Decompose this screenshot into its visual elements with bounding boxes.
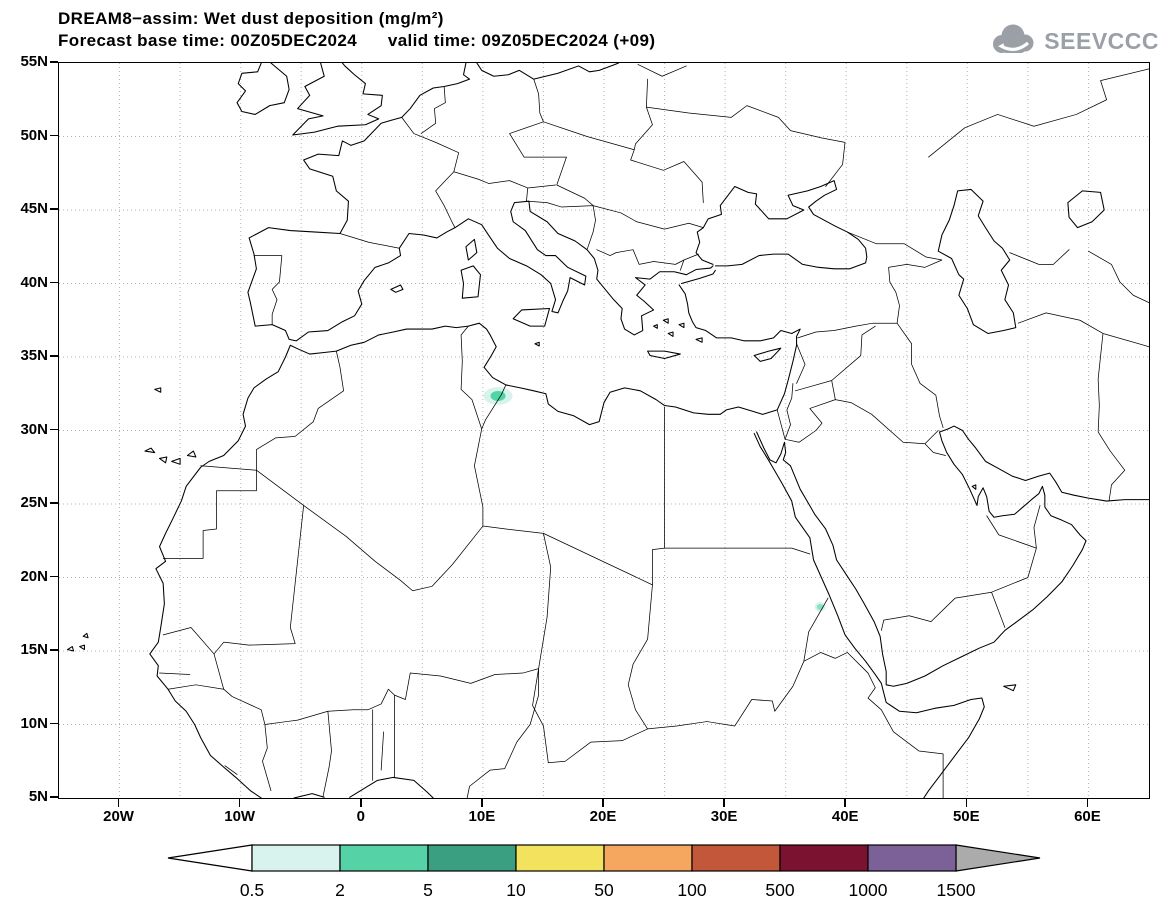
colorbar-segment <box>428 845 516 871</box>
colorbar-segment <box>516 845 604 871</box>
colorbar-tick-label: 50 <box>594 880 614 900</box>
lon-tick-label: 10W <box>210 808 270 826</box>
lat-tick <box>50 576 58 578</box>
coast-caspian-sea <box>938 189 1016 333</box>
lat-tick <box>50 429 58 431</box>
lat-tick <box>50 61 58 63</box>
lat-tick <box>50 723 58 725</box>
coast-islands <box>391 239 781 361</box>
lat-tick-label: 15N <box>4 641 48 659</box>
colorbar-over-arrow <box>956 845 1040 871</box>
dust-forecast-page: DREAM8−assim: Wet dust deposition (mg/m²… <box>0 0 1165 907</box>
colorbar-tick-label: 500 <box>765 880 794 900</box>
lat-tick <box>50 208 58 210</box>
lat-tick-label: 5N <box>4 788 48 806</box>
coast-north-africa-levant-west-africa <box>150 285 800 798</box>
coast-black-sea <box>696 181 867 269</box>
grid-lines <box>59 63 1149 798</box>
lon-tick <box>481 799 483 807</box>
lat-tick-label: 40N <box>4 274 48 292</box>
coast-red-sea-africa-horn <box>754 433 984 798</box>
lon-tick <box>360 799 362 807</box>
chart-title: DREAM8−assim: Wet dust deposition (mg/m²… <box>58 9 444 29</box>
colorbar-tick-label: 10 <box>506 880 526 900</box>
lat-tick-label: 45N <box>4 200 48 218</box>
map-plot-frame <box>58 62 1150 799</box>
coast-sinai-arabia-persian-gulf <box>757 426 1149 686</box>
cloud-logo-icon <box>988 22 1038 61</box>
lon-tick-label: 20E <box>573 808 633 826</box>
colorbar-tick-label: 5 <box>423 880 433 900</box>
lon-tick-label: 20W <box>89 808 149 826</box>
colorbar-segment <box>868 845 956 871</box>
colorbar-segment <box>604 845 692 871</box>
lat-tick <box>50 796 58 798</box>
coast-gulf-of-guinea <box>294 777 433 798</box>
lat-tick <box>50 502 58 504</box>
colorbar-segment <box>340 845 428 871</box>
coast-marmara-south <box>682 270 716 283</box>
lon-tick <box>602 799 604 807</box>
lon-tick <box>966 799 968 807</box>
lat-tick-label: 25N <box>4 494 48 512</box>
lat-tick-label: 20N <box>4 568 48 586</box>
lon-tick <box>844 799 846 807</box>
lat-tick <box>50 135 58 137</box>
dust-deposition-overlay <box>483 387 825 612</box>
lon-tick <box>239 799 241 807</box>
colorbar-under-arrow <box>168 845 252 871</box>
lon-tick-label: 10E <box>452 808 512 826</box>
colorbar: 0.5 2 5 10 50 100 500 1000 1500 <box>0 838 1165 907</box>
lon-tick-label: 0 <box>331 808 391 826</box>
coast-baltic-top <box>477 63 619 79</box>
coast-britain <box>293 63 383 135</box>
lon-tick <box>1087 799 1089 807</box>
colorbar-tick-label: 1500 <box>937 880 976 900</box>
lon-tick-label: 30E <box>694 808 754 826</box>
coastlines <box>67 63 1149 798</box>
red-sea-eritrea-coast-patch <box>817 604 824 610</box>
coast-west-europe-mediterranean <box>248 63 686 341</box>
colorbar-tick-label: 2 <box>335 880 345 900</box>
colorbar-tick-label: 100 <box>677 880 706 900</box>
lat-tick <box>50 649 58 651</box>
colorbar-tick-label: 0.5 <box>240 880 264 900</box>
lat-tick <box>50 282 58 284</box>
country-borders <box>160 64 1149 798</box>
colorbar-segment <box>252 845 340 871</box>
lon-tick-label: 50E <box>936 808 996 826</box>
borders-north-africa <box>163 326 810 654</box>
colorbar-segment <box>780 845 868 871</box>
coast-marmara-north <box>686 266 713 275</box>
lon-tick-label: 60E <box>1057 808 1117 826</box>
lat-tick-label: 50N <box>4 127 48 145</box>
map-plot <box>59 63 1149 798</box>
lat-tick-label: 35N <box>4 347 48 365</box>
lat-tick <box>50 355 58 357</box>
chart-subtitle-times: Forecast base time: 00Z05DEC2024 valid t… <box>58 31 655 51</box>
lon-tick <box>723 799 725 807</box>
colorbar-tick-label: 1000 <box>849 880 888 900</box>
coast-ireland <box>237 63 289 114</box>
lat-tick-label: 10N <box>4 715 48 733</box>
coast-small-islands <box>67 319 1015 691</box>
borders-west-africa-sahel <box>160 533 648 798</box>
coast-aral-sea <box>1068 191 1104 228</box>
lon-tick-label: 40E <box>815 808 875 826</box>
lat-tick-label: 30N <box>4 421 48 439</box>
seevccc-logo: SEEVCCC <box>988 22 1159 61</box>
lat-tick-label: 55N <box>4 53 48 71</box>
logo-text: SEEVCCC <box>1044 28 1159 55</box>
lon-tick <box>118 799 120 807</box>
colorbar-segment <box>692 845 780 871</box>
